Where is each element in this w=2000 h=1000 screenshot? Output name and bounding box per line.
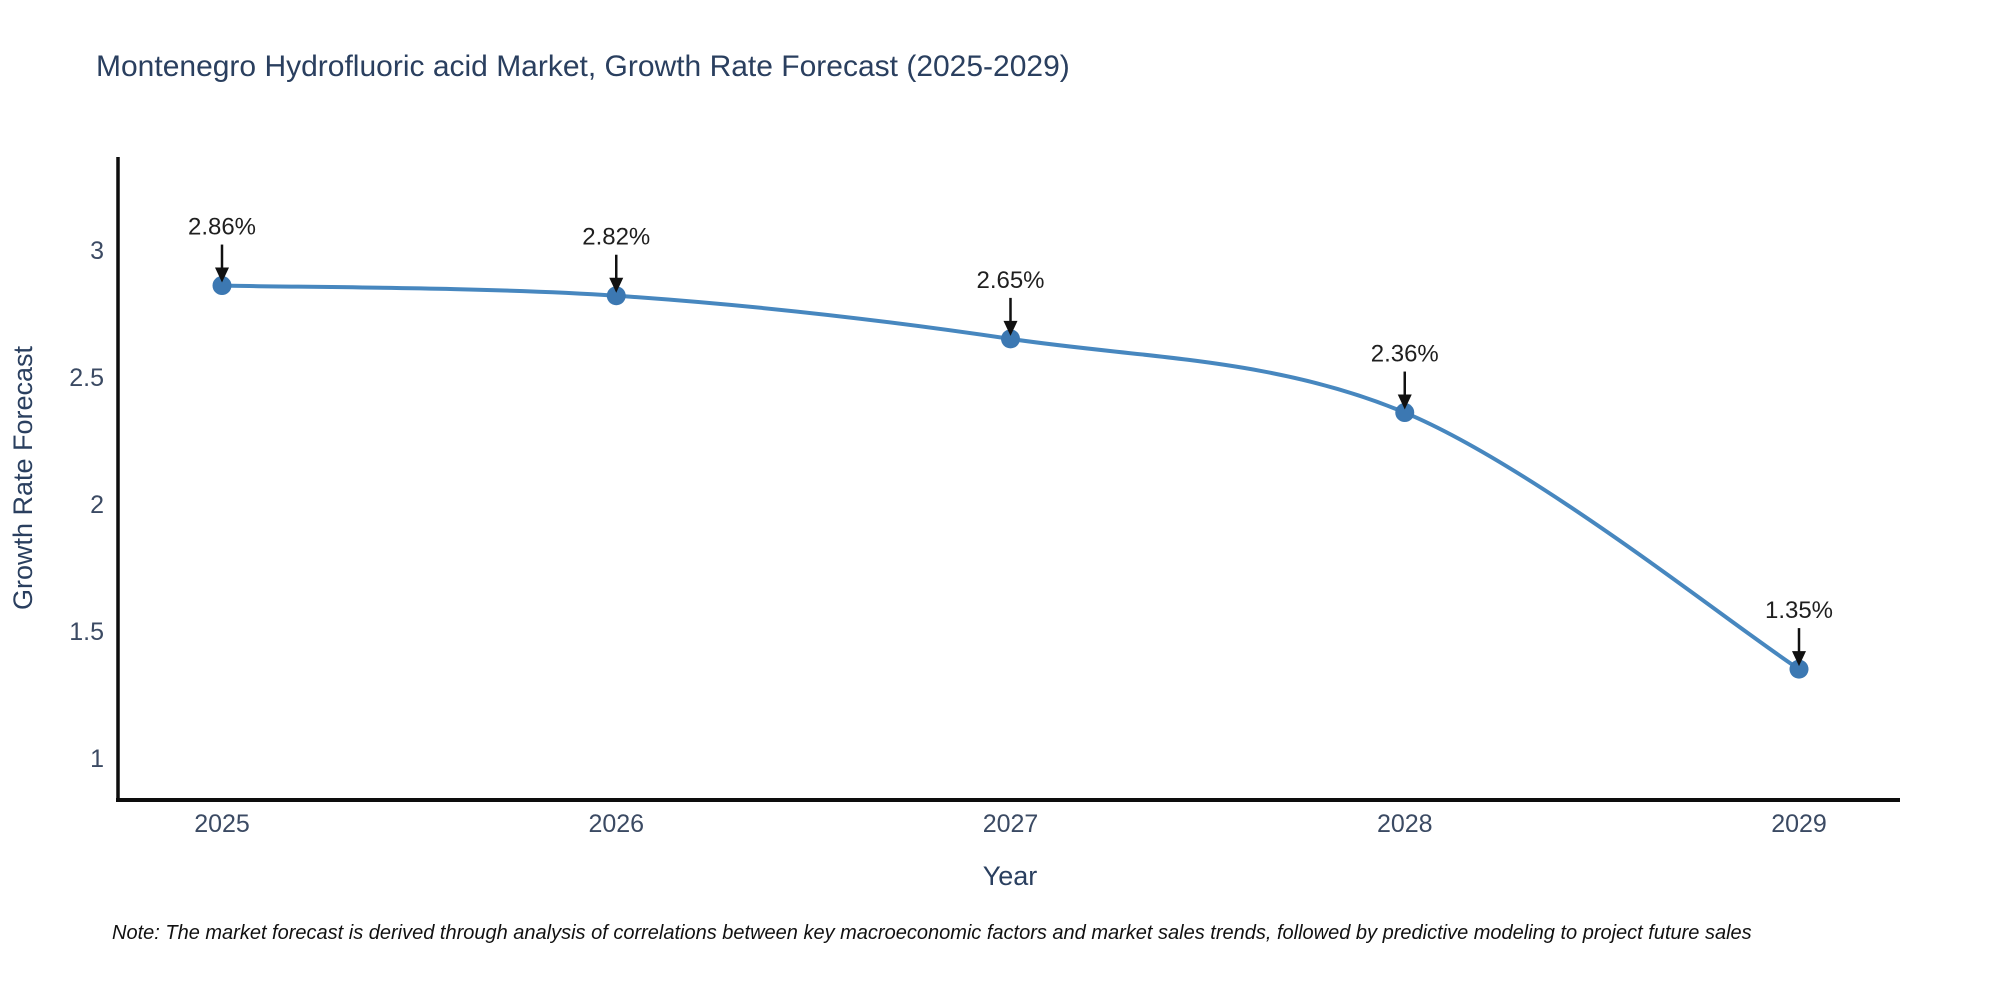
data-point-label: 2.86% <box>188 214 256 241</box>
y-tick-label: 1.5 <box>69 618 104 646</box>
annotation-arrow-head <box>1792 651 1806 667</box>
y-tick-label: 2.5 <box>69 364 104 392</box>
x-axis-title: Year <box>983 861 1038 891</box>
data-point-label: 2.82% <box>582 224 650 251</box>
data-point-marker <box>1395 403 1415 423</box>
chart-title: Montenegro Hydrofluoric acid Market, Gro… <box>96 50 1070 83</box>
data-point-marker <box>1789 659 1809 679</box>
x-tick-label: 2029 <box>1771 810 1827 838</box>
annotation-arrow-head <box>215 267 229 283</box>
y-tick-label: 3 <box>90 237 104 265</box>
annotation-arrow-head <box>1397 394 1412 410</box>
y-axis-title: Growth Rate Forecast <box>8 345 38 610</box>
y-tick-label: 2 <box>90 491 104 519</box>
x-tick-label: 2025 <box>194 810 250 838</box>
x-tick-label: 2027 <box>983 810 1039 838</box>
x-tick-label: 2026 <box>588 810 644 838</box>
annotation-arrow-head <box>609 277 624 293</box>
forecast-line <box>220 283 1801 672</box>
data-point-label: 2.65% <box>976 267 1044 294</box>
data-point-label: 1.35% <box>1765 597 1833 624</box>
annotation-arrow-head <box>1003 320 1018 336</box>
data-point-marker <box>1001 329 1020 349</box>
footnote: Note: The market forecast is derived thr… <box>112 922 1752 944</box>
data-point-marker <box>606 286 626 306</box>
y-tick-label: 1 <box>90 745 104 773</box>
x-tick-label: 2028 <box>1377 810 1433 838</box>
data-point-label: 2.36% <box>1371 341 1439 368</box>
data-point-marker <box>212 276 232 296</box>
